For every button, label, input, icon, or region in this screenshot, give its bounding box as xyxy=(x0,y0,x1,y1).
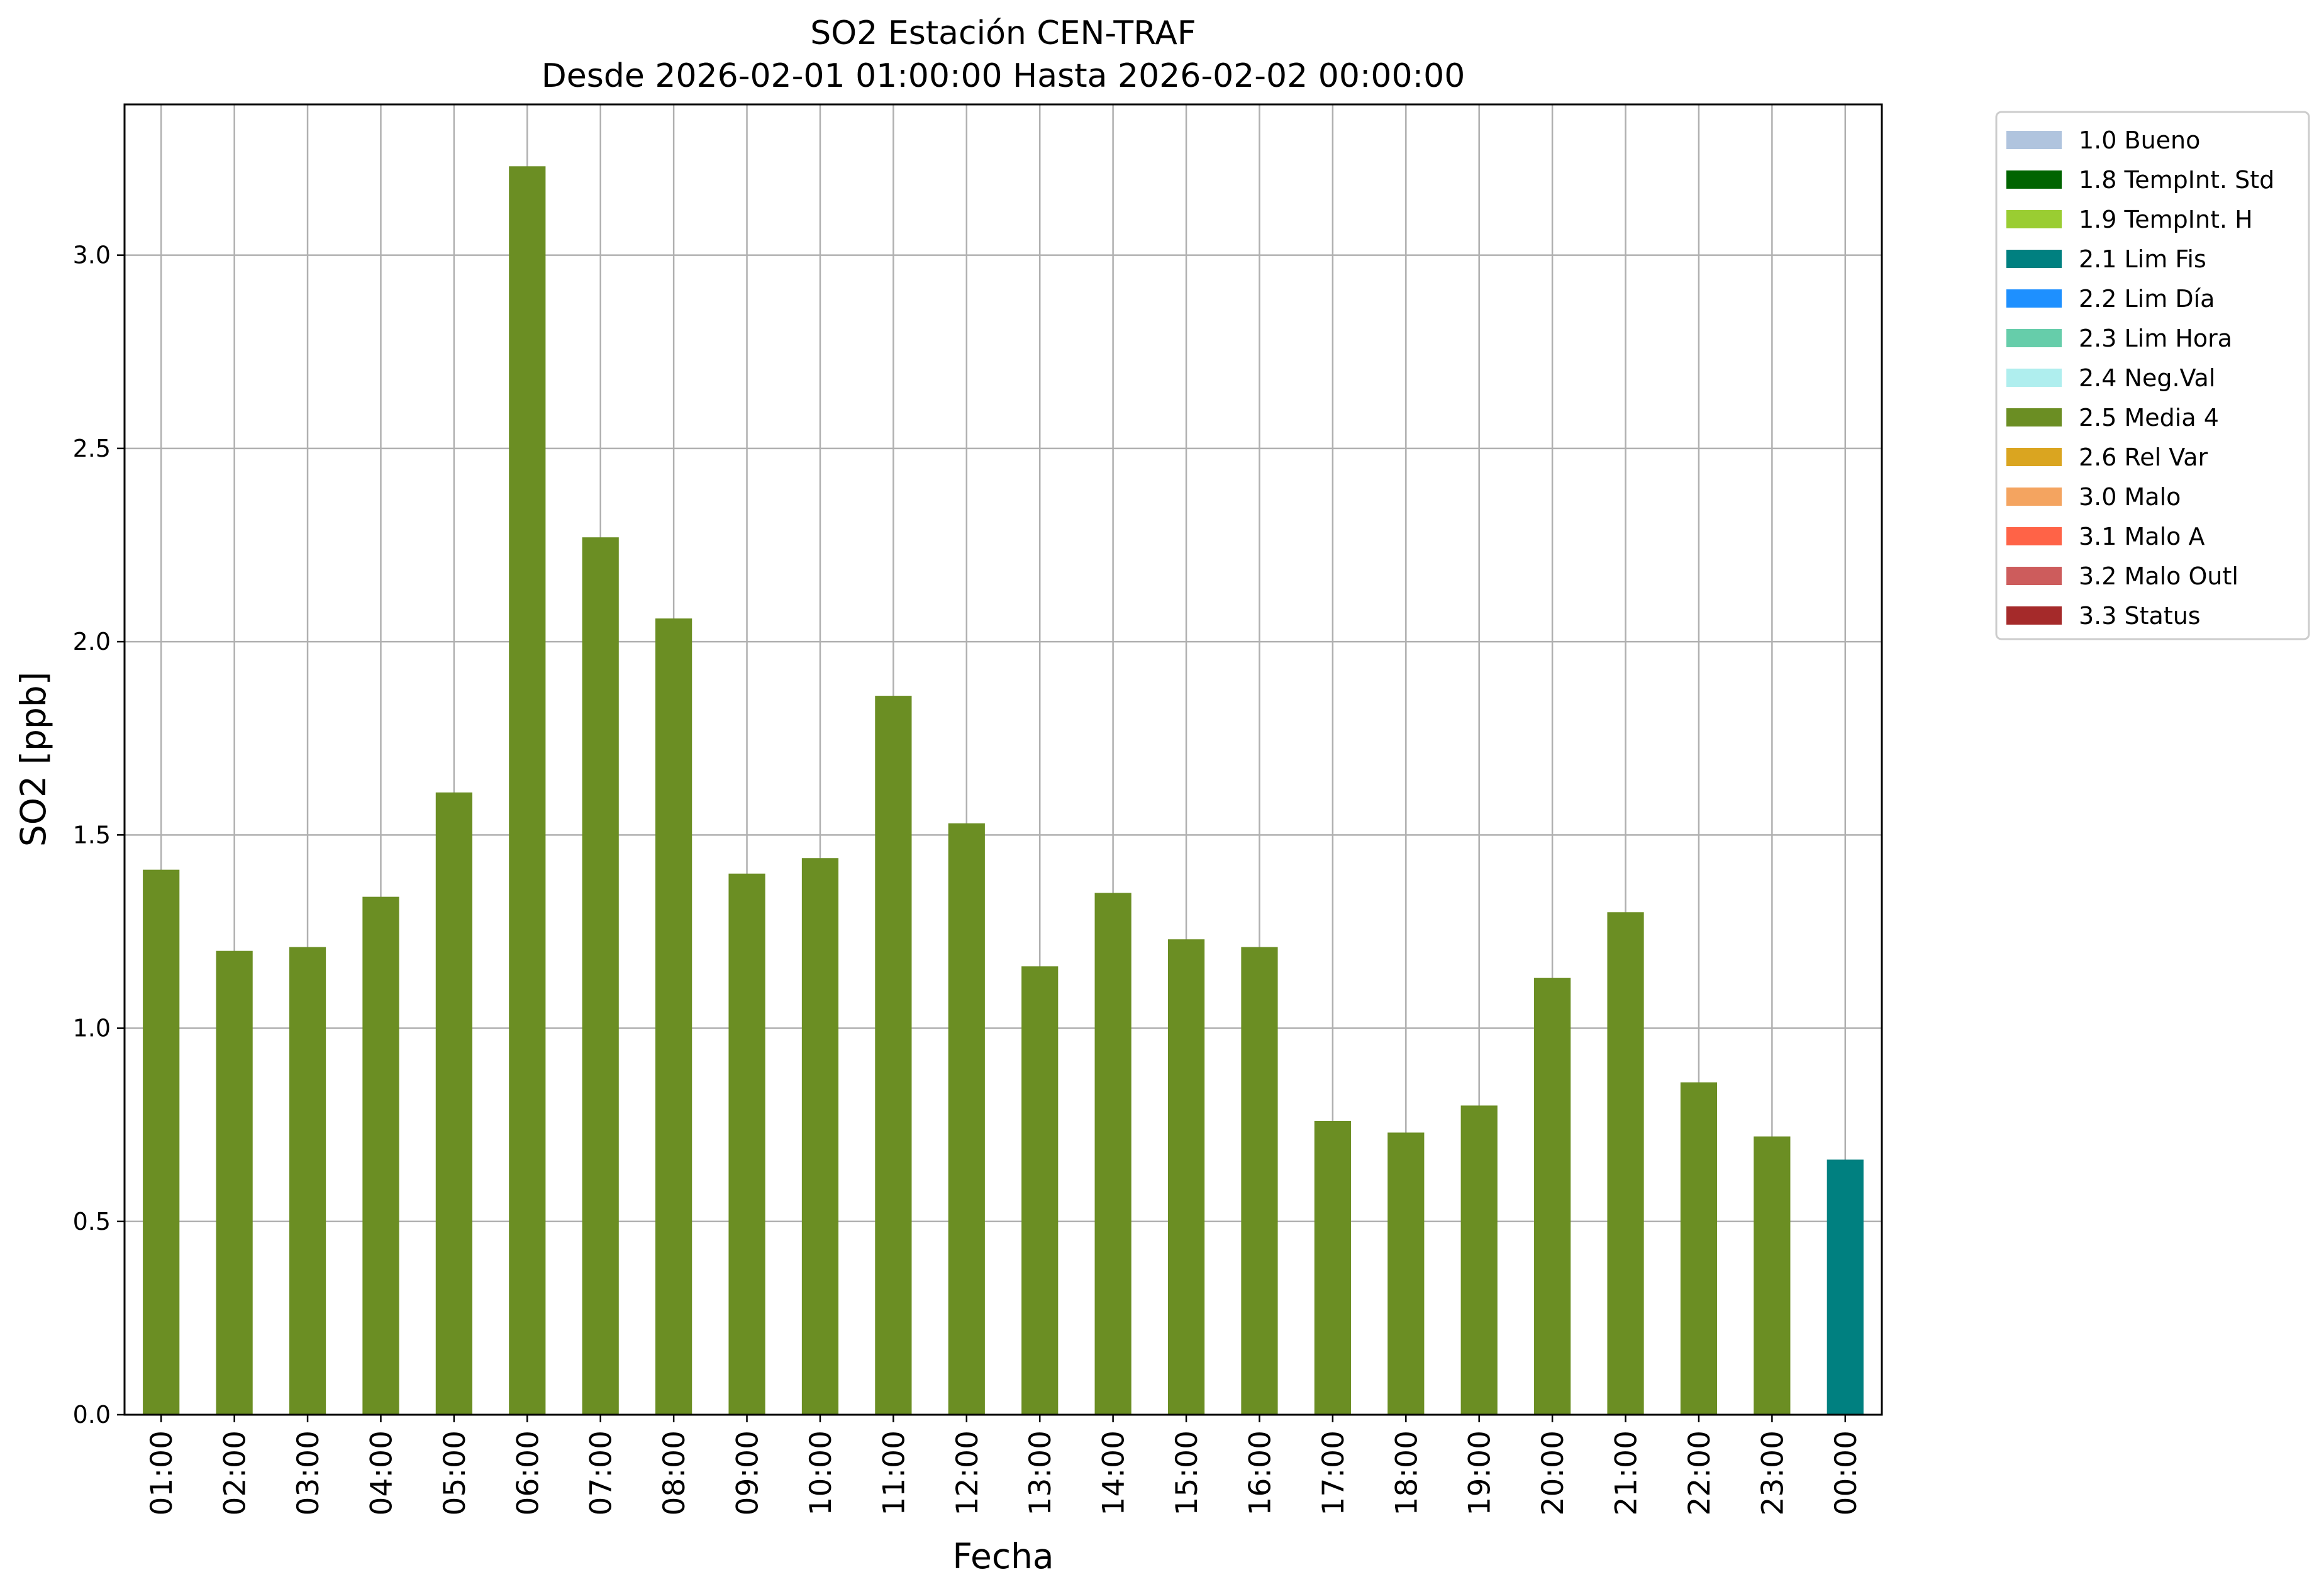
legend-label: 2.2 Lim Día xyxy=(2079,285,2215,313)
y-tick-label: 3.0 xyxy=(73,242,111,269)
y-tick-label: 2.5 xyxy=(73,435,111,462)
legend-label: 3.3 Status xyxy=(2079,602,2201,630)
legend-label: 2.3 Lim Hora xyxy=(2079,325,2232,352)
x-tick-label: 12:00 xyxy=(950,1430,985,1515)
bar xyxy=(875,696,912,1415)
bar xyxy=(1241,947,1278,1415)
plot-frame xyxy=(123,103,1883,1416)
x-tick-label: 14:00 xyxy=(1097,1430,1131,1515)
bar xyxy=(655,618,692,1415)
bar xyxy=(1021,966,1059,1415)
x-axis-ticks: 01:00 02:00 03:00 04:00 05:00 06:00 07:00 08:00… xyxy=(145,1415,1864,1515)
x-tick-label: 10:00 xyxy=(804,1430,838,1515)
legend-box xyxy=(1995,111,2310,640)
legend-label: 3.1 Malo A xyxy=(2079,523,2204,550)
legend-label: 1.9 TempInt. H xyxy=(2079,206,2253,233)
legend-swatch xyxy=(2006,567,2062,585)
legend-swatch xyxy=(2006,131,2062,149)
bars xyxy=(143,166,1864,1415)
legend-label: 1.0 Bueno xyxy=(2079,126,2200,154)
y-tick-label: 0.5 xyxy=(73,1208,111,1235)
bar xyxy=(289,947,326,1415)
bar xyxy=(1094,893,1131,1415)
x-tick-label: 20:00 xyxy=(1536,1430,1571,1515)
bar xyxy=(801,858,839,1415)
legend-label: 2.6 Rel Var xyxy=(2079,443,2208,471)
legend-swatch xyxy=(2006,448,2062,466)
bar xyxy=(1680,1082,1718,1415)
legend-label: 3.0 Malo xyxy=(2079,483,2181,511)
legend-label: 2.1 Lim Fis xyxy=(2079,245,2206,273)
legend-label: 2.4 Neg.Val xyxy=(2079,364,2215,392)
bar xyxy=(1607,912,1644,1415)
bar xyxy=(362,896,399,1415)
legend-label: 2.5 Media 4 xyxy=(2079,404,2219,432)
x-tick-label: 18:00 xyxy=(1389,1430,1424,1515)
chart-subtitle: Desde 2026-02-01 01:00:00 Hasta 2026-02-… xyxy=(542,57,1465,95)
y-axis-ticks: 0.0 0.5 1.0 1.5 2.0 2.5 3.0 xyxy=(73,242,125,1429)
y-tick-label: 0.0 xyxy=(73,1401,111,1429)
bar xyxy=(435,792,472,1415)
x-tick-label: 08:00 xyxy=(657,1430,692,1515)
x-tick-label: 13:00 xyxy=(1023,1430,1058,1515)
legend-entries: 1.0 Bueno 1.8 TempInt. Std 1.9 TempInt. H 2… xyxy=(2006,126,2274,630)
legend-swatch xyxy=(2006,488,2062,506)
x-tick-label: 02:00 xyxy=(218,1430,253,1515)
y-axis-label: SO2 [ppb] xyxy=(13,672,53,847)
legend-swatch xyxy=(2006,369,2062,387)
x-tick-label: 15:00 xyxy=(1170,1430,1204,1515)
chart-title: SO2 Estación CEN-TRAF xyxy=(810,14,1196,52)
x-tick-label: 05:00 xyxy=(438,1430,472,1515)
x-tick-label: 00:00 xyxy=(1829,1430,1864,1515)
legend-swatch xyxy=(2006,408,2062,426)
legend-label: 3.2 Malo Outl xyxy=(2079,562,2238,590)
x-tick-label: 07:00 xyxy=(584,1430,619,1515)
bar xyxy=(1826,1159,1864,1415)
x-tick-label: 04:00 xyxy=(364,1430,399,1515)
x-tick-label: 21:00 xyxy=(1610,1430,1644,1515)
x-tick-label: 03:00 xyxy=(291,1430,326,1515)
x-tick-label: 22:00 xyxy=(1682,1430,1717,1515)
bar xyxy=(728,873,765,1415)
bar xyxy=(1314,1121,1351,1415)
legend-swatch xyxy=(2006,606,2062,625)
legend-swatch xyxy=(2006,250,2062,268)
y-tick-label: 2.0 xyxy=(73,628,111,655)
x-tick-label: 09:00 xyxy=(731,1430,765,1515)
legend-swatch xyxy=(2006,289,2062,308)
x-tick-label: 19:00 xyxy=(1463,1430,1498,1515)
x-tick-label: 01:00 xyxy=(145,1430,179,1515)
bar xyxy=(1167,939,1205,1415)
bar xyxy=(509,166,546,1415)
x-tick-label: 06:00 xyxy=(511,1430,545,1515)
x-tick-label: 11:00 xyxy=(877,1430,911,1515)
bar xyxy=(948,823,985,1415)
legend-swatch xyxy=(2006,329,2062,347)
x-tick-label: 16:00 xyxy=(1243,1430,1277,1515)
x-tick-label: 17:00 xyxy=(1316,1430,1351,1515)
legend: 1.0 Bueno 1.8 TempInt. Std 1.9 TempInt. H 2… xyxy=(1995,111,2310,640)
x-tick-label: 23:00 xyxy=(1755,1430,1790,1515)
bar xyxy=(216,950,253,1415)
legend-swatch xyxy=(2006,170,2062,189)
bar xyxy=(582,537,619,1415)
legend-label: 1.8 TempInt. Std xyxy=(2079,166,2274,194)
y-tick-label: 1.5 xyxy=(73,821,111,849)
legend-swatch xyxy=(2006,527,2062,545)
bar xyxy=(143,869,180,1415)
bar xyxy=(1754,1136,1791,1415)
bar xyxy=(1387,1132,1425,1415)
legend-swatch xyxy=(2006,210,2062,228)
bar xyxy=(1534,978,1571,1415)
y-tick-label: 1.0 xyxy=(73,1015,111,1042)
bar xyxy=(1460,1105,1498,1415)
x-axis-label: Fecha xyxy=(952,1536,1054,1576)
